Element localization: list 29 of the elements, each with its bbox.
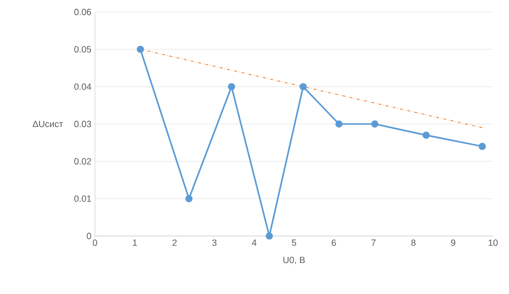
x-tick-label: 9 — [451, 240, 456, 246]
y-tick-label: 0.06 — [74, 8, 92, 16]
y-tick-label: 0.04 — [74, 83, 92, 90]
x-axis-title: U0, В — [283, 256, 305, 264]
x-tick-label: 4 — [252, 240, 256, 246]
x-tick-label: 8 — [411, 240, 416, 246]
point — [266, 232, 273, 240]
x-tick-label: 3 — [212, 240, 217, 246]
x-tick-label: 10 — [488, 240, 498, 246]
point — [185, 195, 193, 202]
y-tick-label: 0 — [86, 232, 92, 240]
x-tick-label: 2 — [172, 240, 177, 246]
y-tick-label: 0.05 — [74, 46, 92, 53]
y-axis-title: ΔUсист — [32, 120, 63, 128]
point — [422, 132, 430, 139]
x-tick-label: 0 — [92, 240, 98, 246]
y-tick-label: 0.03 — [74, 120, 92, 128]
x-tick-label: 7 — [372, 240, 376, 246]
point — [300, 83, 307, 90]
y-tick-label: 0.02 — [74, 158, 92, 165]
y-tick-label: 0.01 — [74, 195, 92, 202]
x-tick-label: 1 — [132, 240, 137, 246]
point — [371, 120, 378, 128]
x-tick-label: 5 — [292, 240, 296, 246]
point — [478, 142, 486, 150]
point — [228, 83, 236, 90]
point — [136, 46, 144, 53]
point — [335, 120, 343, 128]
x-tick-label: 6 — [332, 240, 336, 246]
